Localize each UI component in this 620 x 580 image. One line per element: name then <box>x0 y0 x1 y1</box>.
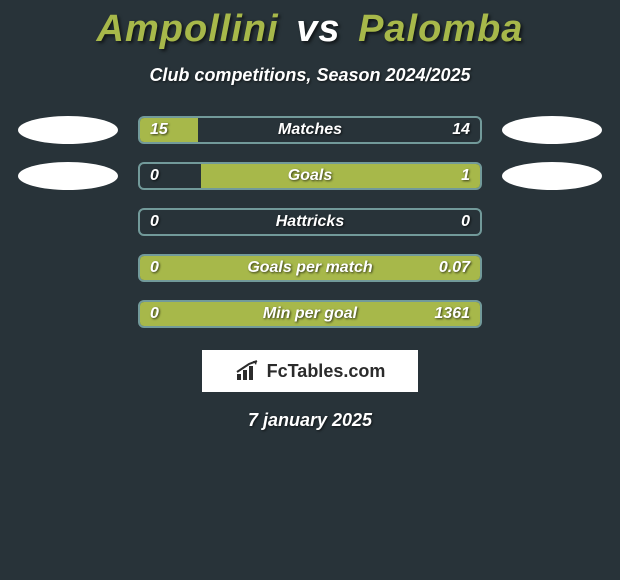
player2-name: Palomba <box>358 8 523 50</box>
branding-text: FcTables.com <box>267 361 386 382</box>
stat-bar: 0Min per goal1361 <box>138 300 482 328</box>
player1-name: Ampollini <box>97 8 279 50</box>
stat-label: Min per goal <box>140 305 480 323</box>
stat-label: Hattricks <box>140 213 480 231</box>
footer-date: 7 january 2025 <box>0 410 620 431</box>
stats-container: 15Matches140Goals10Hattricks00Goals per … <box>0 116 620 328</box>
player1-badge <box>18 162 118 190</box>
stat-row: 15Matches14 <box>10 116 610 144</box>
stat-value-right: 1361 <box>434 305 470 323</box>
stat-row: 0Goals1 <box>10 162 610 190</box>
stat-row: 0Goals per match0.07 <box>10 254 610 282</box>
stat-row: 0Min per goal1361 <box>10 300 610 328</box>
stat-bar: 0Hattricks0 <box>138 208 482 236</box>
subtitle: Club competitions, Season 2024/2025 <box>0 65 620 86</box>
stat-label: Matches <box>140 121 480 139</box>
stat-bar: 15Matches14 <box>138 116 482 144</box>
player2-badge <box>502 162 602 190</box>
stat-bar: 0Goals per match0.07 <box>138 254 482 282</box>
stat-value-right: 14 <box>452 121 470 139</box>
player1-badge <box>18 116 118 144</box>
stat-value-right: 0.07 <box>439 259 470 277</box>
branding-box[interactable]: FcTables.com <box>202 350 418 392</box>
chart-icon <box>235 360 261 382</box>
stat-value-right: 0 <box>461 213 470 231</box>
stat-label: Goals per match <box>140 259 480 277</box>
vs-separator: vs <box>296 8 340 50</box>
stat-row: 0Hattricks0 <box>10 208 610 236</box>
page-title: Ampollini vs Palomba <box>0 0 620 51</box>
player2-badge <box>502 116 602 144</box>
stat-bar: 0Goals1 <box>138 162 482 190</box>
stat-value-right: 1 <box>461 167 470 185</box>
stat-label: Goals <box>140 167 480 185</box>
